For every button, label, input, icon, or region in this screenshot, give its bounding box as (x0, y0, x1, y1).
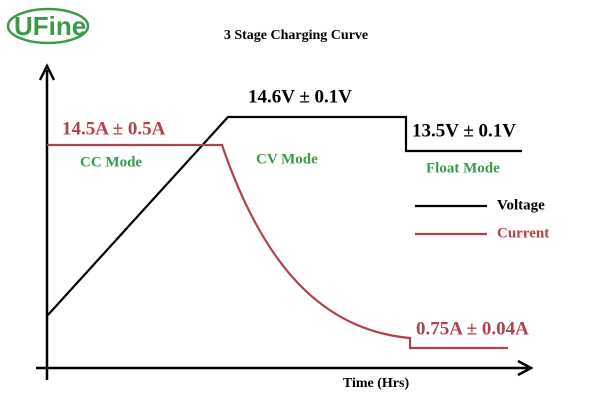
x-axis-label: Time (Hrs) (343, 376, 410, 391)
stage-label: CV Mode (256, 151, 318, 167)
stage-label: CC Mode (80, 154, 142, 170)
cv-voltage: 14.6V ± 0.1V (248, 86, 352, 107)
stage-label: Float Mode (426, 160, 500, 176)
float-voltage: 13.5V ± 0.1V (412, 120, 516, 141)
logo: UFine (14, 11, 86, 41)
logo-swoosh (6, 7, 90, 45)
axes (36, 63, 534, 380)
current-curve (47, 143, 508, 350)
cc-current: 14.5A ± 0.5A (62, 118, 166, 139)
legend-label: Current (497, 225, 549, 241)
float-current: 0.75A ± 0.04A (416, 318, 529, 339)
title: 3 Stage Charging Curve (224, 28, 368, 43)
legend-label: Voltage (497, 197, 545, 213)
voltage-curve (46, 115, 522, 317)
